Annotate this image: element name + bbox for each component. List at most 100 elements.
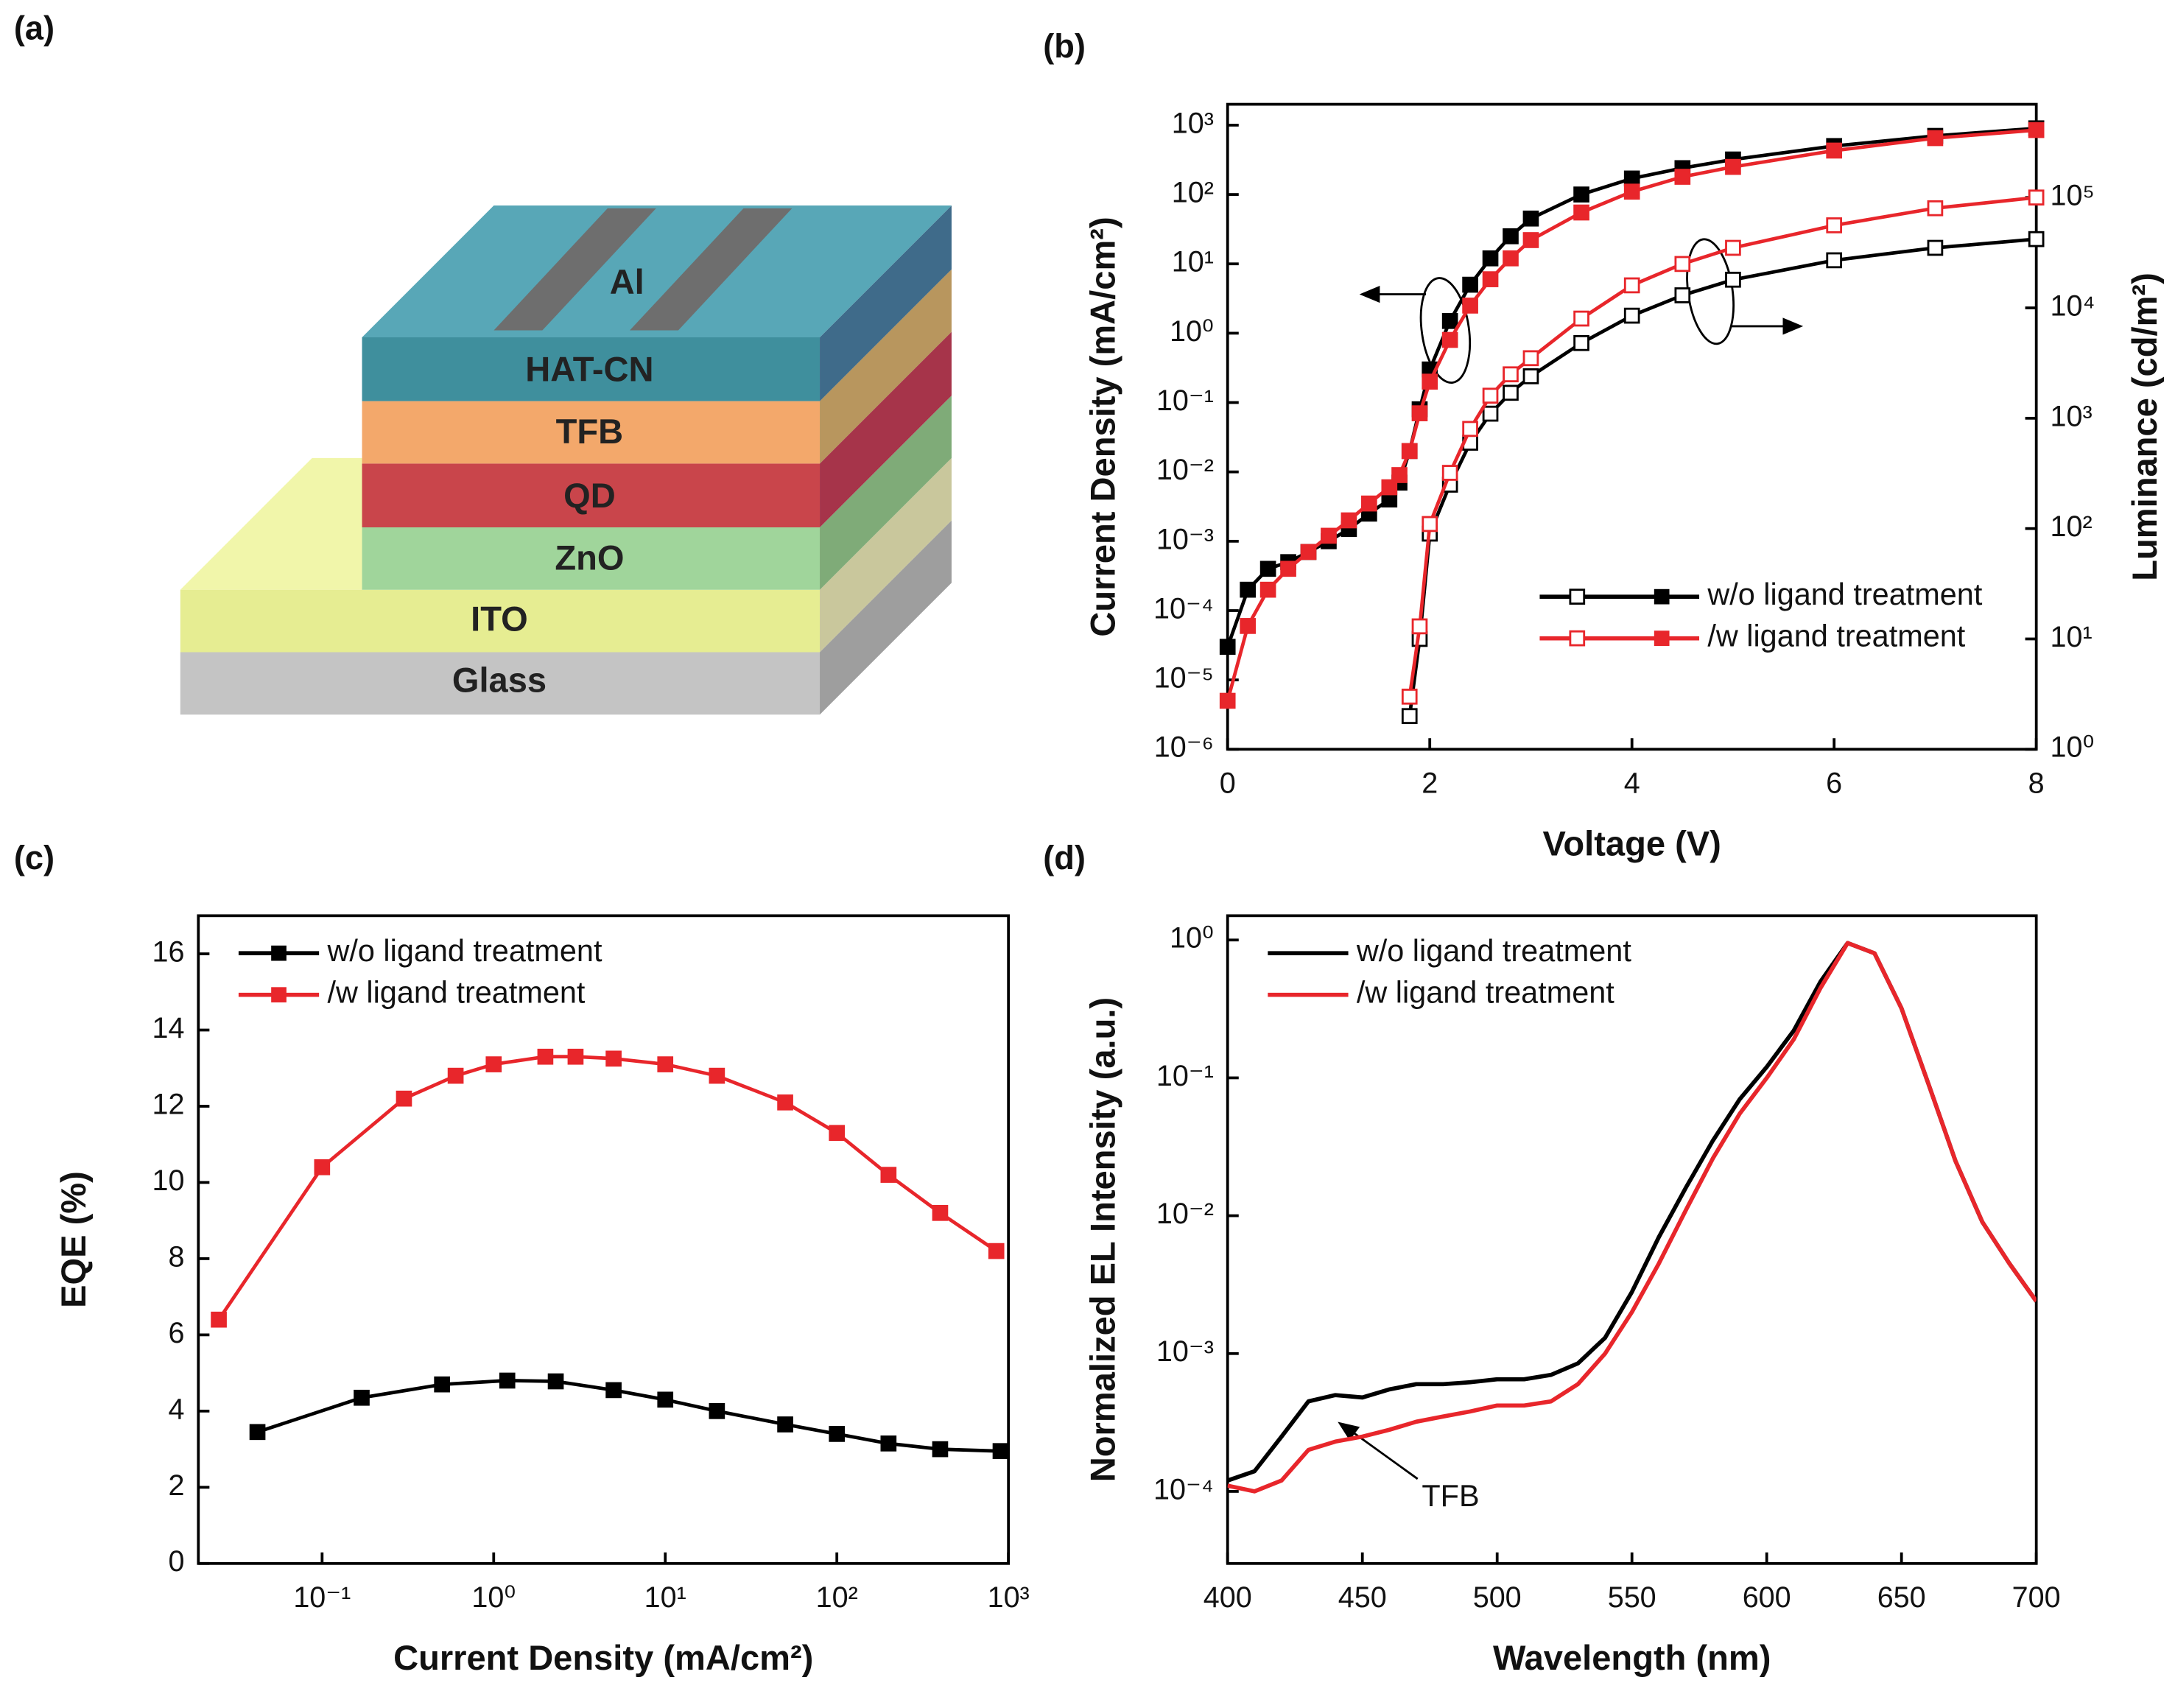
data-point: [1927, 200, 1944, 217]
data-point: [1240, 618, 1256, 634]
panel-label: (b): [1043, 27, 1086, 65]
data-point: [777, 1094, 793, 1111]
data-point: [657, 1391, 674, 1408]
data-point: [932, 1441, 949, 1458]
y-tick-label: 14: [152, 1012, 184, 1044]
y-tick-label: 4: [168, 1393, 184, 1425]
x-tick-label: 2: [1422, 767, 1438, 800]
data-point: [1927, 130, 1944, 147]
data-point: [1422, 516, 1438, 533]
y-tick-label: 10⁻¹: [1156, 384, 1214, 417]
data-point: [1826, 217, 1843, 233]
data-point: [1826, 252, 1843, 269]
x-tick-label: 600: [1743, 1581, 1791, 1614]
legend-marker: [271, 945, 287, 961]
zno-front: [362, 527, 821, 590]
annotation-arrowhead: [1782, 317, 1804, 335]
x-tick-label: 6: [1826, 767, 1842, 800]
y-axis-title: EQE (%): [54, 1171, 93, 1308]
data-point: [1623, 183, 1640, 200]
x-tick-label: 450: [1338, 1581, 1387, 1614]
panel-label: (a): [14, 10, 55, 47]
data-point: [1411, 405, 1428, 421]
data-point: [1927, 239, 1944, 256]
legend-marker: [271, 987, 287, 1003]
legend-label: w/o ligand treatment: [1707, 577, 1982, 611]
data-point: [1503, 250, 1519, 267]
legend-marker: [1654, 630, 1670, 647]
layer-label: Al: [610, 262, 644, 301]
data-point: [709, 1067, 725, 1084]
layer-label: QD: [563, 476, 616, 515]
x-tick-label: 700: [2012, 1581, 2061, 1614]
data-point: [657, 1056, 674, 1072]
data-point: [988, 1243, 1005, 1259]
data-point: [605, 1382, 622, 1399]
hatcn-top: [362, 205, 952, 337]
y-tick-label: 10⁻²: [1156, 1198, 1214, 1230]
al-electrode: [493, 208, 656, 331]
y-tick-label: 10⁻³: [1156, 1335, 1214, 1368]
panel-label: (c): [14, 839, 55, 876]
y-tick-label: 12: [152, 1088, 184, 1120]
data-point: [537, 1048, 554, 1065]
x-tick-label: 650: [1877, 1581, 1926, 1614]
data-point: [1381, 479, 1398, 496]
layer-label: Glass: [452, 660, 547, 699]
legend-label: /w ligand treatment: [1357, 975, 1614, 1010]
data-point: [567, 1048, 584, 1065]
ito-side: [820, 457, 952, 653]
data-point: [1826, 142, 1843, 159]
x-tick-label: 10¹: [644, 1581, 686, 1614]
data-point: [777, 1416, 793, 1433]
x-tick-label: 10⁰: [471, 1581, 516, 1614]
series-line: [1227, 941, 2037, 1494]
legend-label: /w ligand treatment: [327, 975, 585, 1010]
y2-tick-label: 10⁰: [2051, 731, 2095, 764]
data-point: [314, 1159, 331, 1175]
data-point: [2028, 231, 2045, 247]
data-point: [1361, 495, 1377, 512]
legend-label: w/o ligand treatment: [326, 933, 602, 968]
y-tick-label: 10⁰: [1170, 922, 1214, 955]
annotation-arrowhead: [1338, 1421, 1360, 1441]
data-point: [447, 1067, 464, 1084]
data-point: [1503, 228, 1519, 245]
y-tick-label: 10: [152, 1164, 184, 1197]
data-point: [211, 1311, 227, 1328]
data-point: [992, 1443, 1009, 1460]
data-point: [1482, 271, 1499, 287]
y-axis-title: Normalized EL Intensity (a.u.): [1083, 997, 1122, 1482]
data-point: [880, 1435, 897, 1452]
device-stack: (a) Al HAT-CN TFB QD ZnO ITO Glass: [14, 10, 952, 715]
x-tick-label: 10³: [988, 1581, 1030, 1614]
data-point: [829, 1125, 846, 1142]
data-point: [1401, 708, 1418, 725]
data-point: [1725, 271, 1741, 288]
y-tick-label: 10⁻⁶: [1154, 731, 1214, 764]
data-point: [1401, 688, 1418, 705]
data-point: [605, 1050, 622, 1067]
data-point: [1401, 443, 1418, 460]
panel-label: (d): [1043, 839, 1086, 876]
data-point: [880, 1167, 897, 1183]
data-point: [1391, 467, 1408, 483]
data-point: [1321, 527, 1337, 544]
data-point: [1522, 350, 1539, 367]
y-tick-label: 2: [168, 1469, 184, 1502]
x-tick-label: 500: [1473, 1581, 1522, 1614]
data-point: [1522, 210, 1539, 227]
data-point: [499, 1372, 516, 1389]
data-point: [1280, 560, 1296, 577]
data-point: [1522, 232, 1539, 248]
data-point: [1573, 310, 1589, 327]
y-tick-label: 10¹: [1172, 246, 1214, 278]
data-point: [354, 1389, 370, 1406]
y-tick-label: 6: [168, 1317, 184, 1349]
y2-axis-title: Luminance (cd/m²): [2125, 273, 2164, 581]
data-point: [1674, 256, 1691, 273]
data-point: [1422, 373, 1438, 390]
legend-marker: [1569, 630, 1586, 647]
data-point: [1573, 186, 1589, 203]
